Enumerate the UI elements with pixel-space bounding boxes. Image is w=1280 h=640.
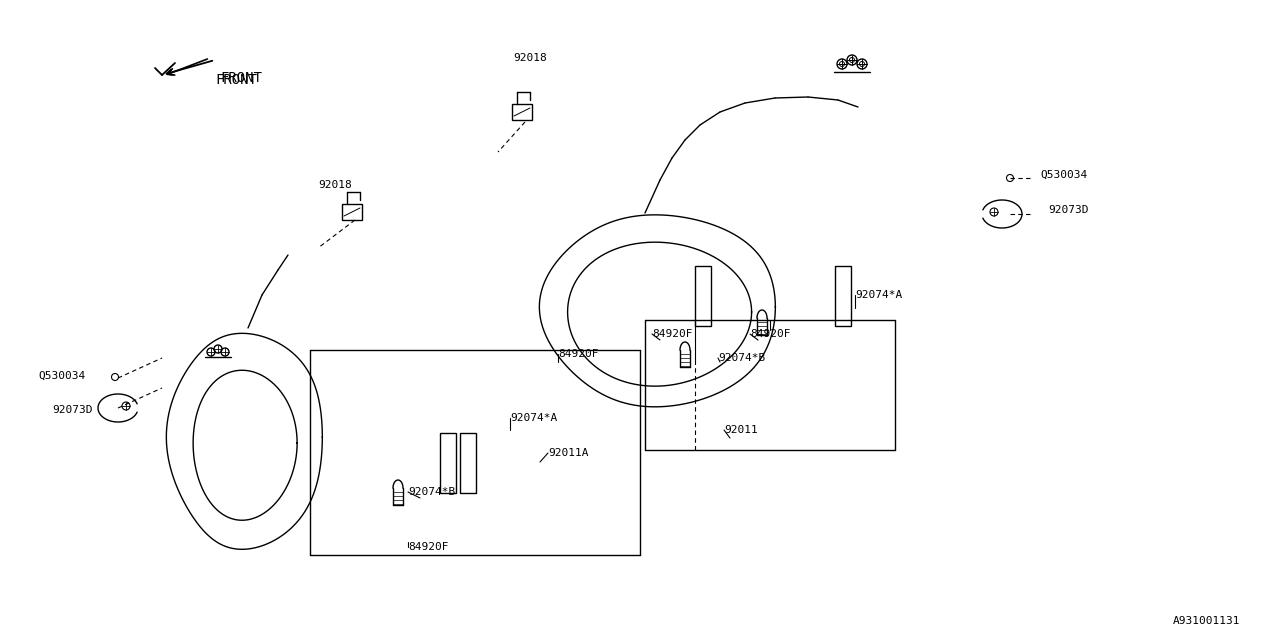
Text: Q530034: Q530034 (1039, 170, 1087, 180)
Text: 92073D: 92073D (1048, 205, 1088, 215)
Text: Q530034: Q530034 (38, 371, 86, 381)
Bar (440, 433, 456, 493)
Text: 92011: 92011 (724, 425, 758, 435)
Text: 92074*B: 92074*B (718, 353, 765, 363)
Text: 92074*B: 92074*B (408, 487, 456, 497)
Text: 92074*A: 92074*A (509, 413, 557, 423)
Text: 84920F: 84920F (408, 542, 448, 552)
Text: FRONT: FRONT (220, 71, 262, 85)
Text: 84920F: 84920F (750, 329, 791, 339)
Bar (342, 204, 362, 220)
Bar (695, 266, 710, 326)
Bar (512, 104, 532, 120)
Bar (835, 266, 851, 326)
Text: 92018: 92018 (319, 180, 352, 190)
Text: 92074*A: 92074*A (855, 290, 902, 300)
Text: 84920F: 84920F (558, 349, 599, 359)
Text: 84920F: 84920F (652, 329, 692, 339)
Bar (460, 433, 476, 493)
Text: 92018: 92018 (513, 53, 547, 63)
Text: 92073D: 92073D (52, 405, 92, 415)
Text: A931001131: A931001131 (1172, 616, 1240, 626)
Text: FRONT: FRONT (215, 73, 257, 87)
Text: 92011A: 92011A (548, 448, 589, 458)
